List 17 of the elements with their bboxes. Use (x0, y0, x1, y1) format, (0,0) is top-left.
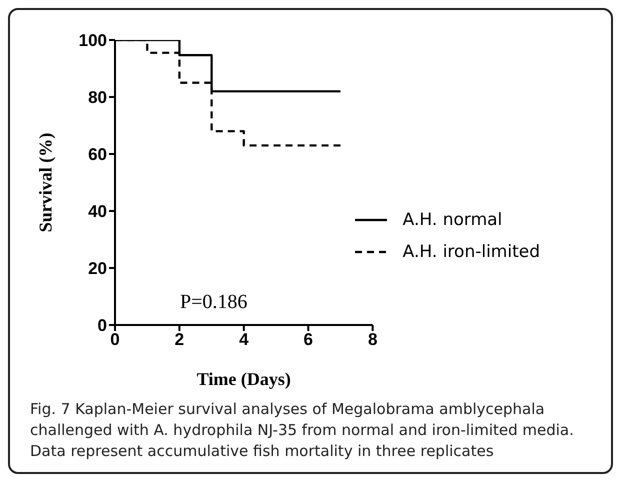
x-tick-label: 4 (239, 330, 250, 350)
y-tick-label: 0 (98, 316, 107, 336)
y-tick-label: 80 (88, 88, 107, 108)
y-tick-label: 100 (78, 31, 107, 50)
x-tick-label: 8 (368, 330, 378, 350)
y-tick-label: 20 (88, 259, 107, 278)
y-axis-title: Survival (%) (35, 132, 56, 232)
x-tick-label: 2 (174, 330, 184, 350)
caption: Fig. 7 Kaplan-Meier survival analyses of Megalobrama amblycephala challenged with A. hydrophila NJ-35 from normal and iron-limited media. Data represent accumulative fish mortality in three replicates (29, 399, 575, 462)
legend-label: A.H. normal (402, 210, 502, 230)
legend-label: A.H. iron-limited (402, 242, 540, 262)
annotation: P=0.186 (180, 291, 248, 313)
x-axis-title: Time (Days) (196, 369, 291, 389)
x-tick-label: 6 (304, 330, 313, 350)
y-tick-label: 40 (88, 202, 107, 222)
x-tick-label: 0 (110, 330, 120, 350)
y-tick-label: 60 (88, 145, 107, 164)
